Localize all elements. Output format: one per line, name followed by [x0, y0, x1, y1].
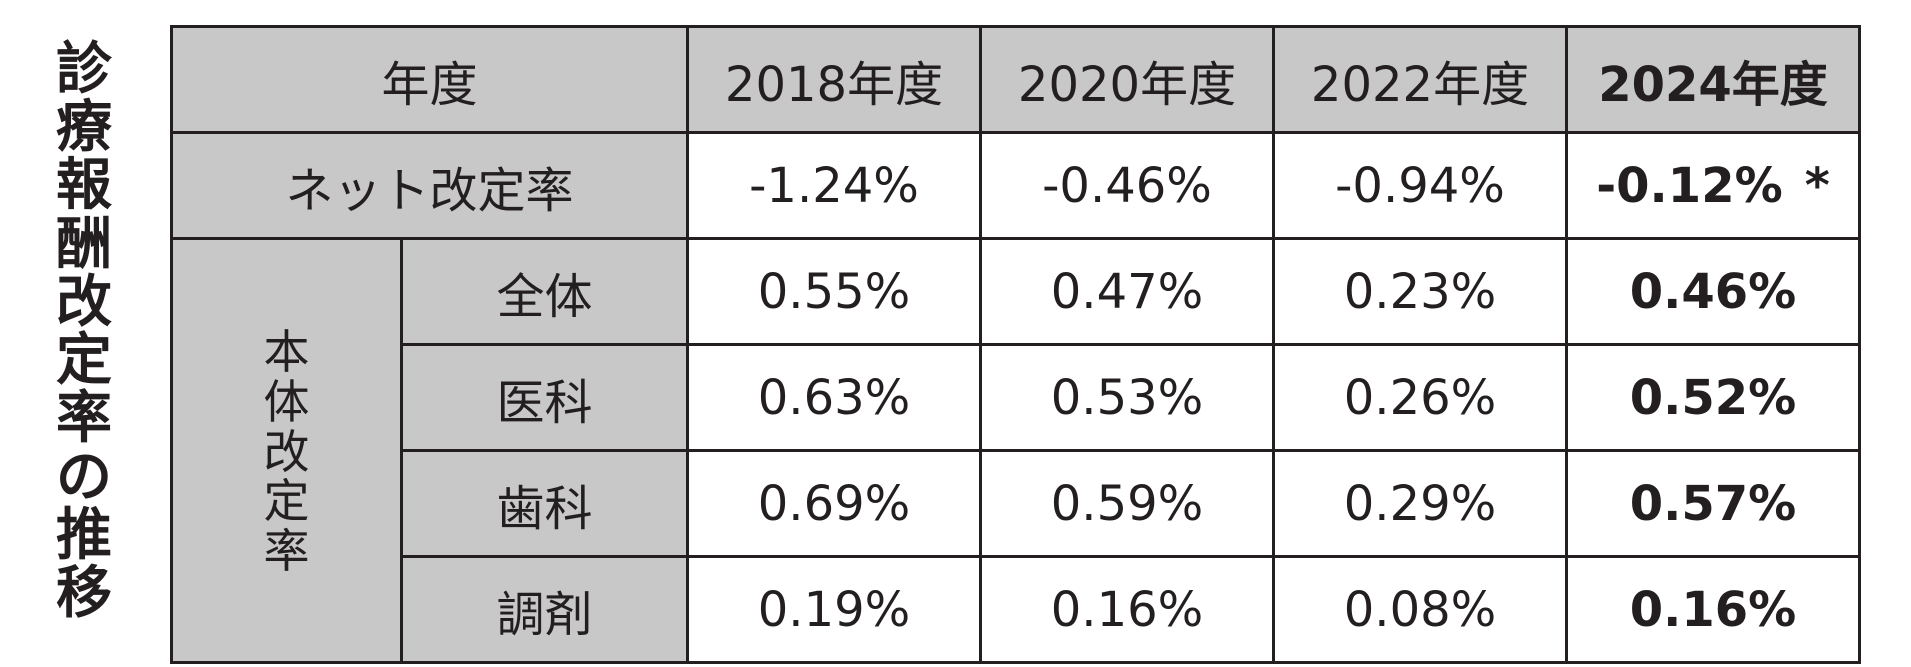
row-label-pharmacy: 調剤	[399, 555, 690, 664]
side-title-char: 移	[56, 560, 112, 626]
row-label-overall: 全体	[399, 237, 690, 346]
side-title-char: 率	[56, 386, 112, 452]
cell-value: 0.26%	[1272, 343, 1569, 452]
side-title-char: 報	[56, 153, 112, 219]
group-label-char: 本	[263, 325, 310, 380]
cell-value: 0.55%	[686, 237, 983, 346]
year-header: 2018年度	[686, 25, 983, 134]
cell-value-latest: 0.57%	[1565, 449, 1862, 558]
side-title-char: 診	[56, 37, 112, 102]
corner-header: 年度	[169, 25, 690, 134]
net-rate-row: ネット改定率 -1.24% -0.46% -0.94% -0.12% *	[169, 131, 1862, 240]
note-asterisk: *	[1804, 157, 1830, 214]
row-label-dental: 歯科	[399, 449, 690, 558]
side-title-char: 酬	[56, 211, 112, 277]
cell-value: 0.63%	[686, 343, 983, 452]
net-rate-value: -0.46%	[979, 131, 1276, 240]
cell-value: 0.59%	[979, 449, 1276, 558]
group-label-char: 定	[263, 474, 310, 529]
net-rate-label: ネット改定率	[169, 131, 690, 240]
side-title: 診 療 報 酬 改 定 率 の 推 移	[40, 42, 128, 622]
header-row: 年度 2018年度 2020年度 2022年度 2024年度	[169, 25, 1862, 134]
row-label-medical: 医科	[399, 343, 690, 452]
body-rate-row: 本 体 改 定 率 全体 0.55% 0.47% 0.23% 0.46%	[170, 237, 1862, 664]
body-rate-group-label: 本 体 改 定 率	[170, 237, 403, 664]
side-title-char: 療	[56, 95, 112, 161]
net-rate-value-latest: -0.12% *	[1565, 131, 1862, 240]
cell-value: 0.53%	[979, 343, 1276, 452]
net-rate-value-latest-text: -0.12%	[1596, 157, 1783, 214]
cell-value-latest: 0.16%	[1565, 555, 1862, 664]
cell-value: 0.16%	[979, 555, 1276, 664]
year-header-latest: 2024年度	[1565, 25, 1862, 134]
group-label-char: 率	[263, 524, 310, 578]
cell-value: 0.69%	[686, 449, 983, 558]
net-rate-value: -0.94%	[1272, 131, 1569, 240]
side-title-char: 推	[56, 502, 112, 568]
body-rate-group-label-stack: 本 体 改 定 率	[264, 328, 310, 576]
year-header: 2022年度	[1272, 25, 1569, 134]
body-rate-row: 調剤 0.19% 0.16% 0.08% 0.16%	[172, 555, 1862, 664]
side-title-char: 定	[56, 328, 112, 394]
net-rate-value: -1.24%	[686, 131, 983, 240]
cell-value: 0.47%	[979, 237, 1276, 346]
group-label-char: 改	[263, 424, 310, 479]
cell-value: 0.08%	[1272, 555, 1569, 664]
cell-value-latest: 0.52%	[1565, 343, 1862, 452]
cell-value: 0.29%	[1272, 449, 1569, 558]
side-title-char: 改	[56, 269, 112, 335]
group-label-char: 体	[263, 374, 310, 429]
cell-value: 0.23%	[1272, 237, 1569, 346]
year-header: 2020年度	[979, 25, 1276, 134]
side-title-char: の	[56, 444, 112, 510]
body-rate-row: 医科 0.63% 0.53% 0.26% 0.52%	[172, 343, 1862, 452]
body-rate-row: 歯科 0.69% 0.59% 0.29% 0.57%	[172, 449, 1862, 558]
cell-value: 0.19%	[686, 555, 983, 664]
revision-rate-table: 年度 2018年度 2020年度 2022年度 2024年度 ネット改定率 -1…	[169, 25, 1862, 664]
cell-value-latest: 0.46%	[1565, 237, 1862, 346]
